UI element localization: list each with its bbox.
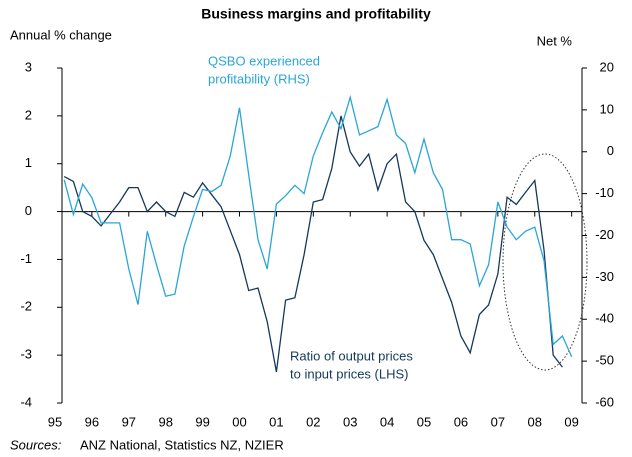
x-tick-label: 99 — [195, 414, 209, 429]
x-tick-label: 02 — [306, 414, 320, 429]
y-tick-label: -4 — [20, 394, 32, 409]
x-tick-label: 95 — [48, 414, 62, 429]
x-tick-label: 05 — [417, 414, 431, 429]
y2-tick-label: -60 — [595, 394, 614, 409]
y-tick-label: -1 — [20, 251, 32, 266]
series-label: profitability (RHS) — [208, 71, 310, 86]
x-tick-label: 07 — [491, 414, 505, 429]
series-label: QSBO experienced — [208, 53, 320, 68]
x-tick-label: 09 — [564, 414, 578, 429]
series-label: to input prices (LHS) — [290, 366, 409, 381]
y-tick-label: -3 — [20, 347, 32, 362]
y-tick-label: 1 — [25, 155, 32, 170]
series-label: Ratio of output prices — [290, 348, 413, 363]
y2-tick-label: 0 — [607, 143, 614, 158]
source-label: Sources: — [10, 437, 62, 452]
x-tick-label: 96 — [85, 414, 99, 429]
x-tick-label: 03 — [343, 414, 357, 429]
y2-tick-label: 20 — [600, 59, 614, 74]
x-tick-label: 04 — [380, 414, 394, 429]
y2-tick-label: -20 — [595, 227, 614, 242]
x-tick-label: 06 — [454, 414, 468, 429]
x-tick-label: 01 — [269, 414, 283, 429]
y2-tick-label: -40 — [595, 311, 614, 326]
source: ANZ National, Statistics NZ, NZIER — [80, 437, 284, 452]
y-tick-label: -2 — [20, 299, 32, 314]
y-axis-label: Annual % change — [10, 27, 112, 42]
highlight-ellipse — [502, 153, 588, 371]
chart-title: Business margins and profitability — [201, 6, 431, 22]
y2-tick-label: -10 — [595, 185, 614, 200]
y2-axis-label: Net % — [537, 33, 573, 48]
y2-tick-label: -50 — [595, 353, 614, 368]
series-line — [63, 94, 573, 358]
x-tick-label: 98 — [158, 414, 172, 429]
series-line — [63, 115, 563, 373]
x-tick-label: 97 — [122, 414, 136, 429]
y-tick-label: 0 — [25, 203, 32, 218]
y-tick-label: 2 — [25, 107, 32, 122]
x-tick-label: 08 — [528, 414, 542, 429]
y2-tick-label: -30 — [595, 269, 614, 284]
y-tick-label: 3 — [25, 59, 32, 74]
y2-tick-label: 10 — [600, 101, 614, 116]
x-tick-label: 00 — [232, 414, 246, 429]
